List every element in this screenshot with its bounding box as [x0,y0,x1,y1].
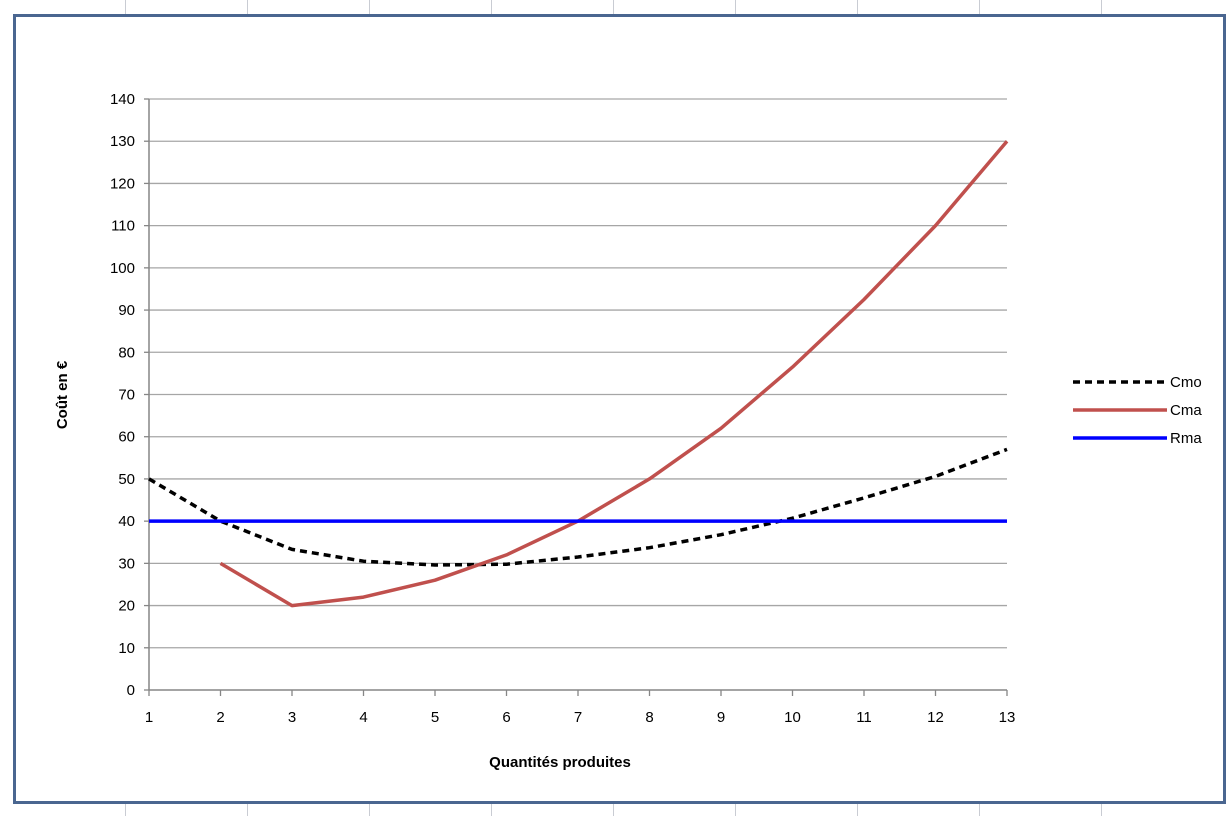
sheet-gridline [857,804,858,816]
y-tick-label: 0 [127,682,135,699]
y-tick-label: 130 [110,133,135,150]
sheet-gridline [979,0,980,14]
series-lines [148,140,1009,608]
y-tick-label: 120 [110,175,135,192]
x-tick-label: 5 [431,709,439,726]
sheet-gridline [125,0,126,14]
sheet-gridline [613,0,614,14]
x-tick-label: 7 [574,709,582,726]
sheet-gridline [979,804,980,816]
y-tick-label: 90 [118,302,135,319]
sheet-gridline [613,804,614,816]
legend-label-cmo: Cmo [1170,374,1202,391]
gridlines [149,98,1007,649]
sheet-gridline [857,0,858,14]
x-axis-title: Quantités produites [489,754,631,771]
sheet-gridline [735,0,736,14]
y-tick-label: 80 [118,344,135,361]
series-line-cmo [148,447,1008,567]
x-tick-label: 6 [502,709,510,726]
series-line-cma [219,140,1009,608]
y-tick-label: 30 [118,555,135,572]
y-tick-label: 20 [118,598,135,615]
sheet-gridline [369,0,370,14]
y-tick-label: 110 [111,218,135,235]
sheet-gridline [491,0,492,14]
sheet-gridline [1101,0,1102,14]
sheet-gridline [735,804,736,816]
y-tick-label: 100 [110,260,135,277]
sheet-gridline [247,0,248,14]
x-tick-label: 2 [216,709,224,726]
legend-label-cma: Cma [1170,402,1202,419]
legend-label-rma: Rma [1170,430,1202,447]
x-tick-label: 13 [999,709,1016,726]
axes [144,98,1008,696]
sheet-gridline [125,804,126,816]
y-tick-label: 40 [118,513,135,530]
legend: Cmo Cma Rma [1073,374,1202,447]
sheet-gridline [1101,804,1102,816]
x-tick-label: 3 [288,709,296,726]
x-tick-label: 11 [856,709,872,726]
y-axis-tick-labels: 0 10 20 30 40 50 60 70 80 90 100 110 120 130 140 [110,91,135,699]
x-tick-label: 1 [145,709,153,726]
x-tick-label: 8 [645,709,653,726]
x-tick-label: 4 [359,709,367,726]
x-tick-label: 10 [784,709,801,726]
y-tick-label: 10 [118,640,135,657]
y-tick-label: 60 [118,429,135,446]
y-axis-title: Coût en € [54,360,71,429]
y-tick-label: 70 [118,387,135,404]
x-tick-label: 9 [717,709,725,726]
y-tick-label: 50 [118,471,135,488]
sheet-gridline [369,804,370,816]
sheet-gridline [491,804,492,816]
x-axis-tick-labels: 1 2 3 4 5 6 7 8 9 10 11 12 13 [145,709,1016,726]
chart-object-frame[interactable] [13,14,1226,804]
x-tick-label: 12 [927,709,944,726]
y-tick-label: 140 [110,91,135,108]
sheet-gridline [247,804,248,816]
